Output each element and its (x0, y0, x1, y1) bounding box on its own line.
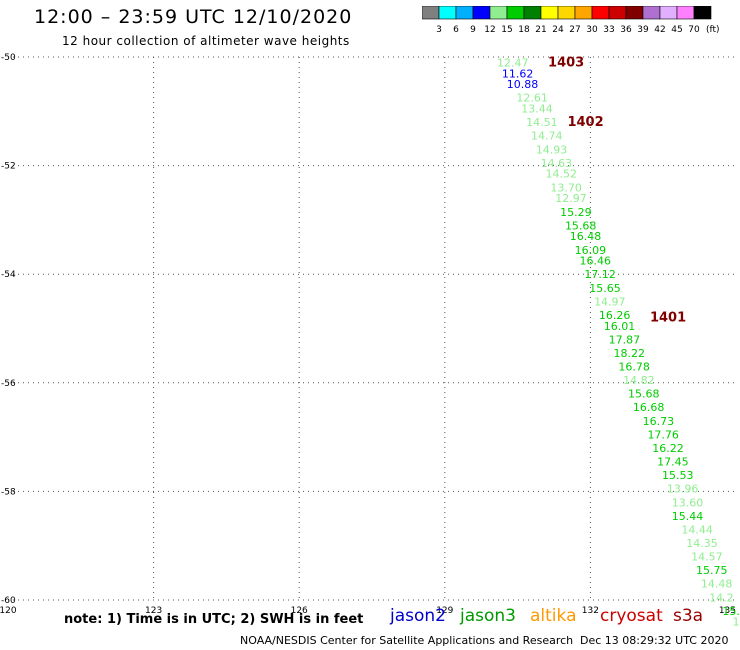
wave-height-point: 17.12 (584, 268, 616, 281)
colorbar-label: 36 (620, 25, 632, 35)
generated-timestamp: Dec 13 08:29:32 UTC 2020 (580, 634, 729, 647)
wave-height-point: 15.75 (696, 564, 728, 577)
x-tick-label: 123 (145, 606, 162, 616)
wave-height-point: 16.73 (643, 415, 675, 428)
colorbar-label: 6 (453, 25, 459, 35)
wave-height-point: 16.78 (618, 361, 650, 374)
y-tick-label: -52 (1, 162, 16, 172)
wave-height-point: 14.52 (546, 168, 578, 181)
wave-height-point: 14.48 (701, 578, 733, 591)
y-tick-label: -56 (1, 379, 16, 389)
wave-height-point: 15.29 (560, 206, 592, 219)
wave-height-point: 16.68 (633, 401, 665, 414)
wave-height-point: 16.01 (604, 320, 636, 333)
legend-cryosat: cryosat (600, 606, 663, 626)
colorbar-label: 12 (484, 25, 495, 35)
wave-height-point: 15. (722, 605, 740, 618)
chart-subtitle: 12 hour collection of altimeter wave hei… (62, 34, 350, 48)
pass-time-label: 1402 (567, 115, 603, 130)
colorbar-label: 39 (637, 25, 649, 35)
wave-height-point: 16.09 (575, 244, 607, 257)
chart-title: 12:00 – 23:59 UTC 12/10/2020 (34, 6, 353, 28)
colorbar-unit: (ft) (706, 25, 720, 35)
legend-jason3: jason3 (460, 606, 516, 626)
wave-height-point: 16.26 (599, 309, 631, 322)
wave-height-point: 15.53 (662, 469, 694, 482)
colorbar-label: 15 (501, 25, 512, 35)
wave-height-point: 16.22 (652, 442, 684, 455)
wave-height-point: 13.44 (521, 103, 553, 116)
x-tick-label: 120 (0, 606, 17, 616)
x-tick-label: 129 (436, 606, 453, 616)
wave-height-point: 13.70 (550, 181, 582, 194)
pass-time-label: 1403 (548, 55, 584, 70)
wave-height-point: 14.44 (681, 523, 713, 536)
wave-height-point: 16.46 (580, 255, 612, 268)
footer-note: note: 1) Time is in UTC; 2) SWH is in fe… (64, 612, 364, 627)
x-tick-label: 126 (291, 606, 308, 616)
wave-height-point: 14.51 (526, 116, 558, 129)
wave-height-point: 16.48 (570, 230, 602, 243)
wave-height-point: 11.62 (502, 67, 534, 80)
wave-height-point: 13.60 (672, 496, 704, 509)
wave-height-point: 15.44 (672, 510, 704, 523)
wave-height-point: 14.35 (686, 537, 718, 550)
colorbar-label: 42 (654, 25, 665, 35)
color-scale-legend: 3 6 9 12 15 18 21 24 27 30 33 36 39 42 45 70 (ft) (422, 6, 720, 35)
wave-height-point: 14.97 (594, 295, 626, 308)
credit-line: NOAA/NESDIS Center for Satellite Applica… (240, 634, 574, 647)
wave-height-point: 1 (733, 616, 740, 629)
colorbar-label: 18 (518, 25, 530, 35)
colorbar-label: 45 (671, 25, 682, 35)
x-tick-label: 135 (719, 606, 736, 616)
wave-height-point: 17.87 (609, 333, 641, 346)
x-tick-label: 132 (582, 606, 599, 616)
wave-height-point: 17.45 (657, 456, 689, 469)
legend-altika: altika (530, 606, 577, 626)
wave-height-point: 14.57 (691, 551, 723, 564)
wave-height-point: 12.97 (555, 192, 587, 205)
legend-s3a: s3a (673, 606, 704, 626)
wave-height-point: 17.76 (647, 428, 679, 441)
wave-height-point: 15.68 (628, 388, 660, 401)
y-tick-label: -60 (1, 596, 16, 606)
y-tick-label: -54 (1, 270, 16, 280)
wave-height-point: 18.22 (613, 347, 645, 360)
wave-height-point: 12.47 (497, 56, 529, 69)
wave-height-point: 14.2 (709, 591, 734, 604)
wave-height-point: 13.96 (667, 483, 699, 496)
legend-jason2: jason2 (390, 606, 446, 626)
y-tick-label: -50 (1, 53, 16, 63)
colorbar-label: 21 (535, 25, 546, 35)
wave-height-point: 15.65 (589, 282, 621, 295)
color-swatch (693, 6, 712, 20)
wave-height-point: 14.82 (623, 374, 655, 387)
colorbar-label: 9 (470, 25, 476, 35)
pass-time-label: 1401 (650, 311, 686, 326)
wave-height-point: 14.63 (541, 157, 573, 170)
wave-height-point: 10.88 (507, 78, 539, 91)
colorbar-label: 27 (569, 25, 580, 35)
wave-height-point: 14.74 (531, 130, 563, 143)
wave-height-point: 15.68 (565, 219, 597, 232)
wave-height-point: 14.93 (536, 143, 568, 156)
colorbar-label: 70 (688, 25, 700, 35)
colorbar-label: 33 (603, 25, 614, 35)
colorbar-label: 30 (586, 25, 598, 35)
colorbar-label: 24 (552, 25, 564, 35)
y-tick-label: -58 (1, 487, 16, 497)
wave-height-point: 12.61 (516, 92, 548, 105)
colorbar-label: 3 (436, 25, 442, 35)
